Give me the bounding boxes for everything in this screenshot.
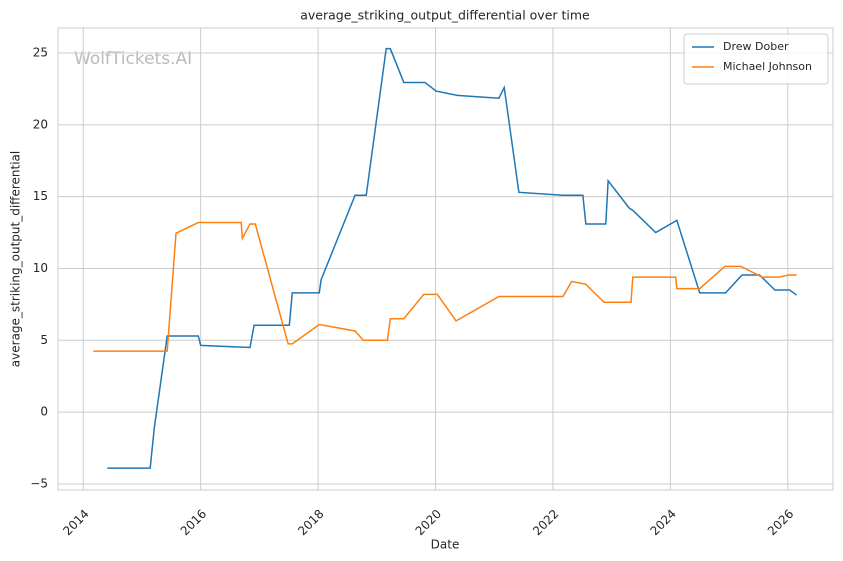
chart-title: average_striking_output_differential ove… bbox=[300, 8, 590, 23]
y-tick-label: 5 bbox=[40, 333, 48, 347]
x-tick-label: 2026 bbox=[765, 507, 796, 538]
y-tick-label: −5 bbox=[30, 476, 48, 490]
x-tick-label: 2018 bbox=[295, 507, 326, 538]
y-tick-label: 20 bbox=[33, 117, 48, 131]
y-tick-label: 0 bbox=[40, 405, 48, 419]
x-tick-label: 2016 bbox=[178, 507, 209, 538]
legend-label: Michael Johnson bbox=[723, 60, 812, 73]
legend-label: Drew Dober bbox=[723, 40, 789, 53]
line bbox=[107, 47, 798, 469]
y-tick-label: 25 bbox=[33, 45, 48, 59]
x-axis-label: Date bbox=[431, 538, 460, 552]
x-tick-label: 2024 bbox=[647, 507, 678, 538]
legend-box bbox=[683, 33, 829, 85]
y-tick-label: 15 bbox=[33, 189, 48, 203]
x-tick-label: 2020 bbox=[413, 507, 444, 538]
x-tick-label: 2014 bbox=[60, 507, 91, 538]
line bbox=[93, 221, 797, 352]
watermark: WolfTickets.AI bbox=[74, 49, 192, 69]
y-tick-label: 10 bbox=[33, 261, 48, 275]
y-axis-label: average_striking_output_differential bbox=[9, 151, 23, 367]
plot-area bbox=[57, 27, 834, 491]
x-tick-label: 2022 bbox=[530, 507, 561, 538]
